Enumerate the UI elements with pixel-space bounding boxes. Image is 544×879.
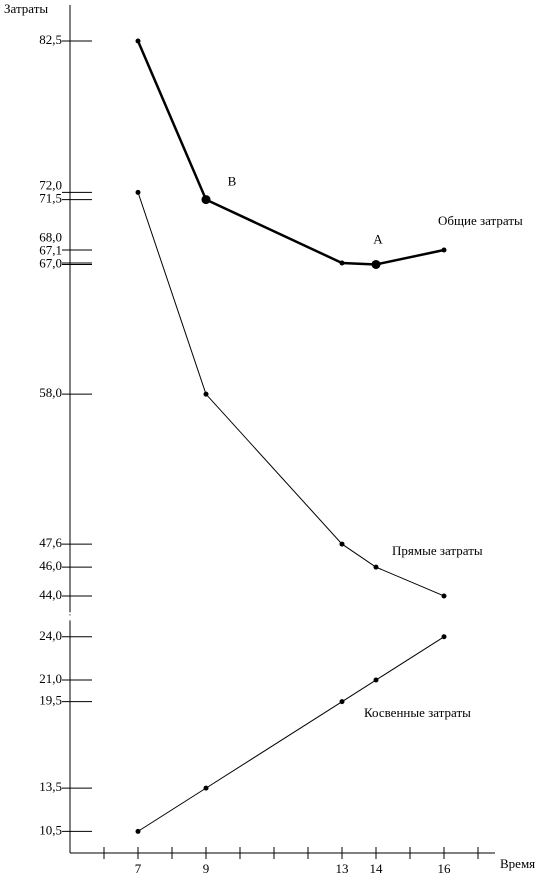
y-tick-label: 44,0 — [39, 587, 62, 602]
y-tick-label: 68,0 — [39, 229, 62, 244]
data-point — [135, 38, 141, 44]
highlight-point — [201, 195, 211, 205]
data-point — [441, 593, 447, 599]
annotation: A — [373, 231, 383, 246]
data-point — [441, 634, 447, 640]
y-tick-label: 13,5 — [39, 779, 62, 794]
data-point — [441, 247, 447, 253]
x-tick-label: 13 — [336, 861, 349, 876]
data-point — [339, 541, 345, 547]
annotation: B — [228, 174, 237, 189]
x-axis-label: Время — [500, 856, 535, 871]
series-line — [136, 40, 445, 266]
data-point — [339, 260, 345, 266]
data-point — [339, 699, 345, 705]
data-point — [203, 785, 209, 791]
series-label: Прямые затраты — [392, 543, 483, 558]
y-tick-label: 82,5 — [39, 32, 62, 47]
y-tick-label: 47,6 — [39, 535, 62, 550]
data-point — [135, 189, 141, 195]
data-point — [373, 564, 379, 570]
series-line — [137, 636, 445, 832]
y-tick-label: 19,5 — [39, 693, 62, 708]
y-tick-label: 72,0 — [39, 178, 62, 193]
x-tick-label: 7 — [135, 861, 142, 876]
x-tick-label: 14 — [370, 861, 384, 876]
y-tick-label: 67,0 — [39, 255, 62, 270]
highlight-point — [371, 259, 381, 269]
x-tick-label: 16 — [438, 861, 452, 876]
series-label: Общие затраты — [438, 213, 523, 228]
data-point — [135, 828, 141, 834]
data-point — [373, 677, 379, 683]
series-line — [137, 192, 445, 597]
series-label: Косвенные затраты — [364, 705, 471, 720]
y-axis-label: Затраты — [4, 1, 48, 16]
x-tick-label: 9 — [203, 861, 210, 876]
y-tick-label: 71,5 — [39, 191, 62, 206]
y-tick-label: 24,0 — [39, 628, 62, 643]
y-tick-label: 58,0 — [39, 385, 62, 400]
data-point — [203, 391, 209, 397]
y-tick-label: 67,1 — [39, 242, 62, 257]
y-tick-label: 10,5 — [39, 822, 62, 837]
y-tick-label: 21,0 — [39, 671, 62, 686]
y-tick-label: 46,0 — [39, 558, 62, 573]
